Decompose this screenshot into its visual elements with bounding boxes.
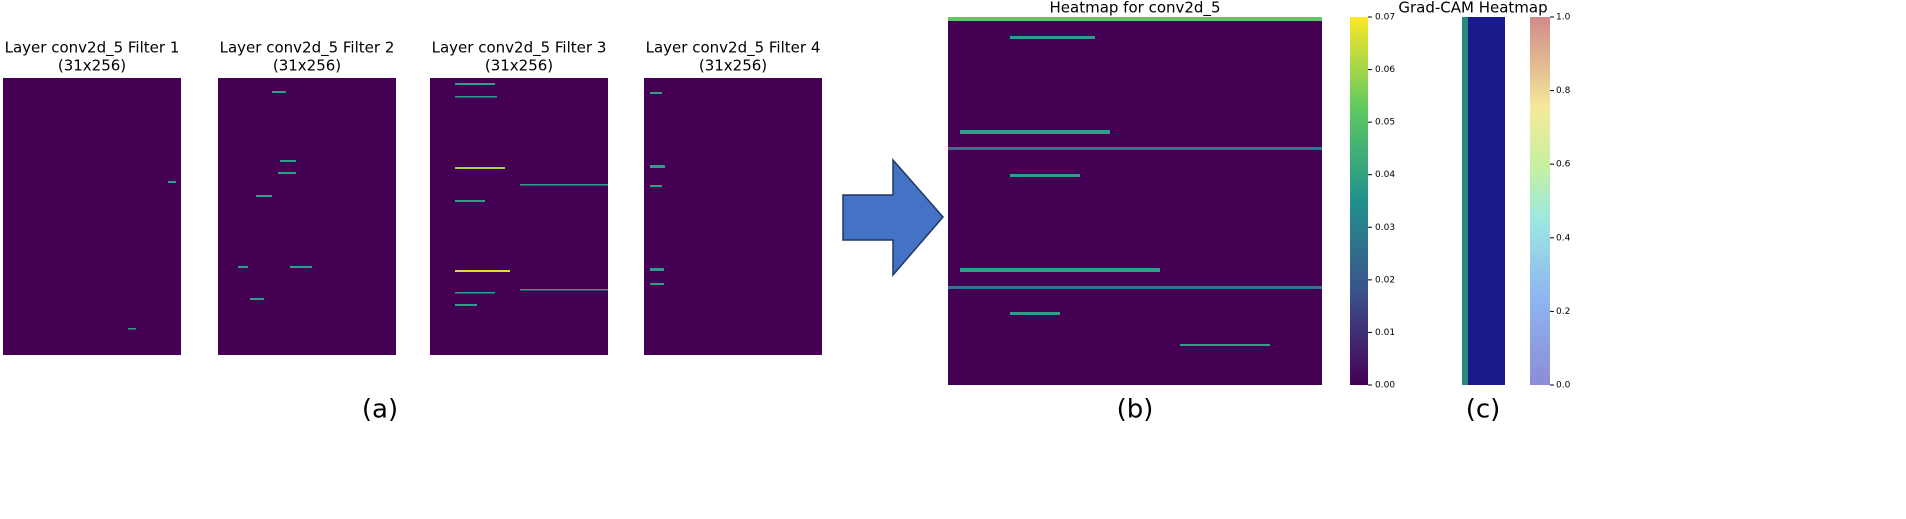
filter-image: [644, 78, 822, 355]
colorbar-tick-label: 0.06: [1375, 65, 1395, 75]
panel-label: (c): [1466, 395, 1501, 425]
filter-image: [218, 78, 396, 355]
panel-title: Grad-CAM Heatmap: [1398, 0, 1547, 17]
activation-streaks: [128, 83, 665, 330]
heatmap-streaks: [948, 17, 1322, 346]
panel-title: Heatmap for conv2d_5: [1050, 0, 1221, 18]
colorbar-tick-label: 0.03: [1375, 223, 1395, 233]
filter-title: Layer conv2d_5 Filter 4: [646, 39, 821, 58]
colorbar-tick-label: 0.02: [1375, 275, 1395, 285]
colorbar-tick-label: 0.07: [1375, 13, 1395, 23]
filter-size: (31x256): [58, 57, 126, 75]
colorbar-tick-label: 0.4: [1556, 233, 1571, 243]
filter-image: [3, 78, 181, 355]
colorbar-tick-label: 0.00: [1375, 381, 1395, 391]
colorbar-tick-label: 0.0: [1556, 381, 1571, 391]
arrow: [842, 158, 944, 278]
panel-label: (b): [1117, 395, 1154, 425]
filter-image: [430, 78, 608, 355]
filter-size: (31x256): [699, 57, 767, 75]
filter-size: (31x256): [273, 57, 341, 75]
filter-title: Layer conv2d_5 Filter 2: [220, 39, 395, 58]
gradcam-edge: [1462, 17, 1468, 385]
filter-title: Layer conv2d_5 Filter 3: [432, 39, 607, 58]
heatmap-image: [948, 17, 1322, 385]
gradcam-image: [1462, 17, 1505, 385]
colorbar-tick-label: 0.04: [1375, 170, 1395, 180]
colorbar-tick-label: 0.8: [1556, 86, 1571, 96]
filter-title: Layer conv2d_5 Filter 1: [5, 39, 180, 58]
colorbar-tick-label: 0.6: [1556, 160, 1571, 170]
colorbar-tick-label: 0.05: [1375, 118, 1395, 128]
colorbar-tick-label: 0.01: [1375, 328, 1395, 338]
colorbar-tick-label: 1.0: [1556, 13, 1571, 23]
colorbar-tick-label: 0.2: [1556, 307, 1570, 317]
panel-label: (a): [362, 395, 398, 425]
filter-images: [3, 78, 822, 355]
filter-size: (31x256): [485, 57, 553, 75]
colorbar: [1350, 17, 1368, 385]
colorbar: [1530, 17, 1550, 385]
